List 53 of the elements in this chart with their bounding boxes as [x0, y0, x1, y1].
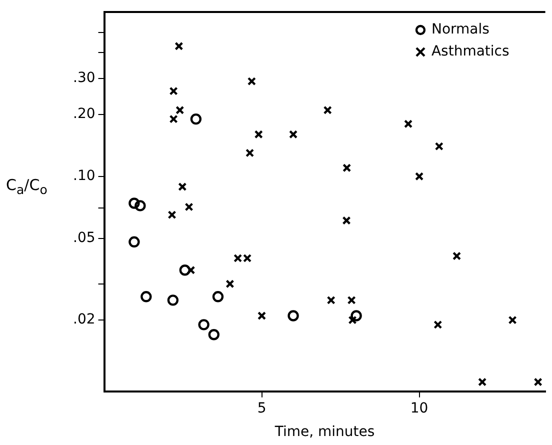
point — [179, 264, 191, 276]
point — [508, 316, 517, 324]
point — [140, 291, 152, 302]
y-tick-label: .10 — [73, 168, 96, 184]
point — [246, 148, 254, 158]
legend-label: Asthmatics — [431, 44, 510, 60]
y-tick-label: .30 — [73, 70, 96, 86]
point — [134, 200, 146, 212]
point — [404, 120, 413, 128]
y-tick-label: .20 — [73, 106, 96, 122]
y-axis-title: C$_{a}$/C$_{o}$ — [6, 176, 48, 197]
point — [190, 113, 202, 125]
x-tick-label: 10 — [410, 400, 428, 416]
point — [234, 254, 242, 262]
point — [169, 114, 178, 124]
point — [415, 172, 424, 181]
point — [167, 294, 179, 306]
legend-label: Normals — [431, 22, 490, 38]
point — [212, 291, 224, 302]
y-tick-label: .02 — [73, 312, 96, 328]
point — [342, 164, 352, 172]
point — [478, 378, 487, 386]
point — [176, 106, 184, 114]
point — [168, 210, 176, 220]
y-tick-label: .05 — [73, 230, 96, 246]
point — [452, 252, 462, 260]
x-axis-title: Time, minutes — [274, 424, 375, 440]
point — [226, 280, 234, 288]
point — [257, 311, 266, 320]
point — [184, 202, 194, 212]
point — [186, 266, 196, 274]
x-tick-label: 5 — [257, 400, 266, 416]
point — [174, 42, 184, 50]
point — [254, 130, 263, 139]
point — [243, 254, 252, 262]
point — [247, 77, 256, 86]
point — [128, 198, 140, 209]
point — [350, 310, 362, 322]
point — [208, 329, 220, 340]
point — [434, 142, 444, 151]
point — [323, 106, 332, 114]
point — [198, 319, 210, 330]
point — [347, 296, 356, 304]
point — [348, 316, 357, 324]
point — [434, 320, 442, 329]
point — [288, 310, 299, 322]
point — [534, 378, 542, 386]
point — [326, 296, 336, 304]
point — [169, 86, 178, 96]
point — [128, 236, 140, 248]
point — [342, 216, 351, 225]
point — [289, 130, 298, 139]
point — [178, 182, 187, 192]
